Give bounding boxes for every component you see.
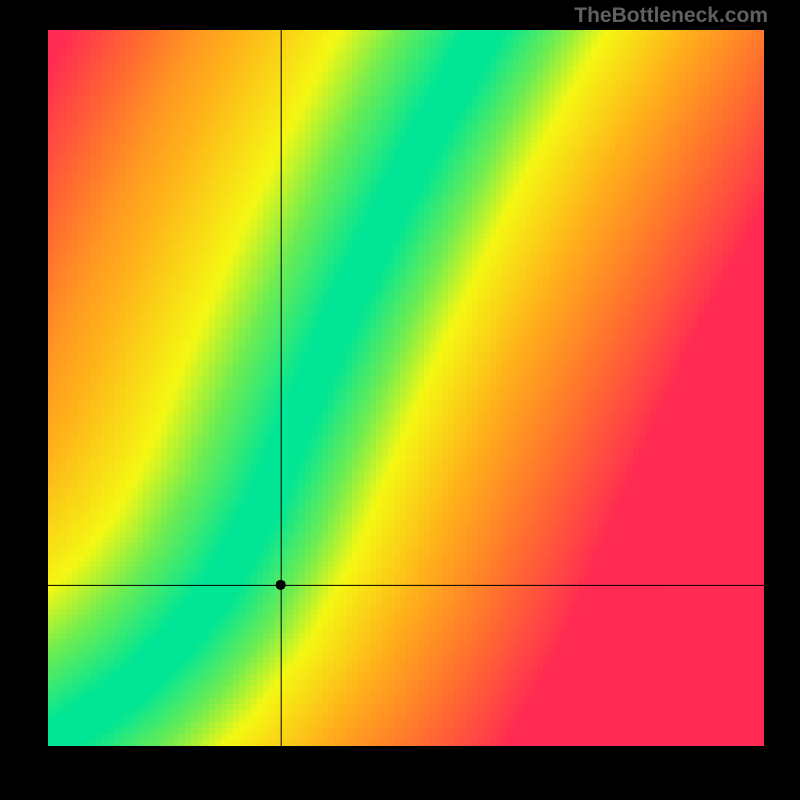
heatmap-canvas xyxy=(48,30,764,746)
chart-container: TheBottleneck.com xyxy=(0,0,800,800)
watermark-text: TheBottleneck.com xyxy=(574,4,768,28)
